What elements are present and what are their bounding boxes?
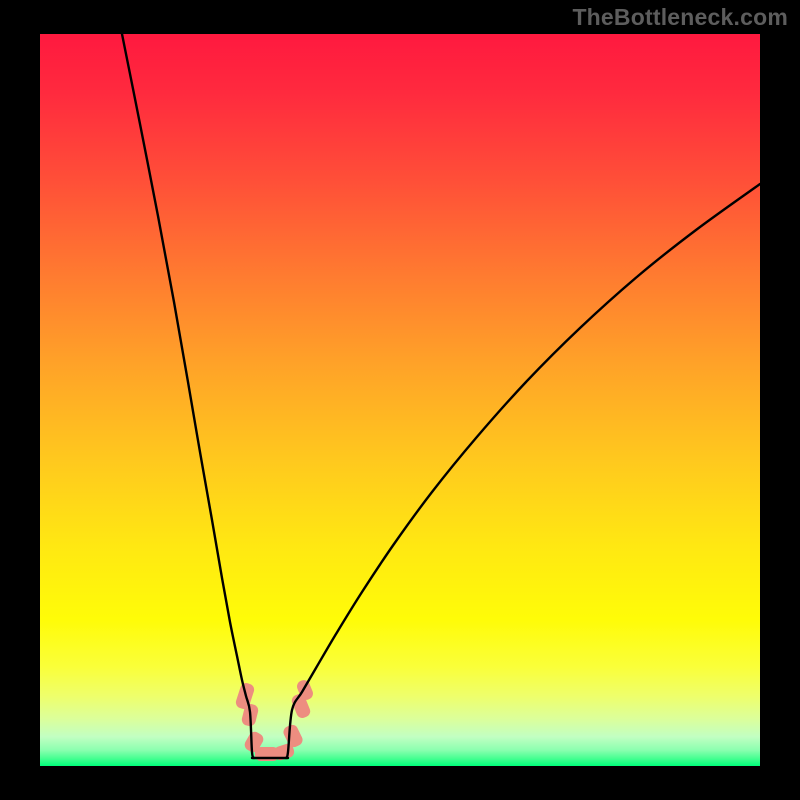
chart-svg <box>40 34 760 766</box>
curve-left <box>122 34 254 758</box>
curve-right <box>286 184 760 758</box>
watermark-text: TheBottleneck.com <box>572 4 788 31</box>
plot-area <box>40 34 760 766</box>
